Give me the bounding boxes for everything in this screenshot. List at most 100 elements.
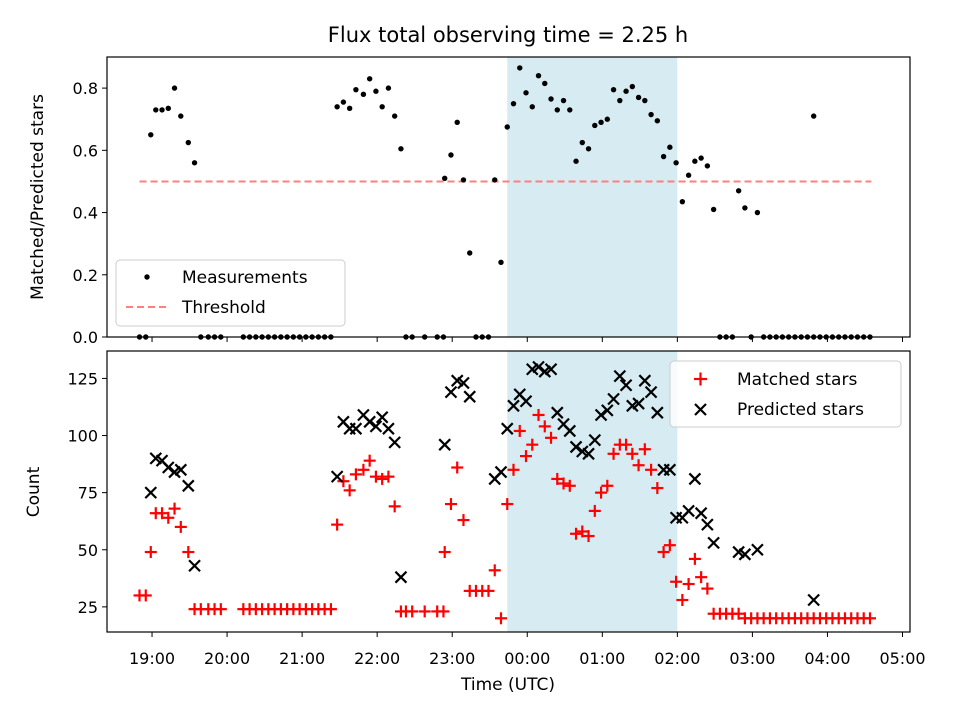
bottom-ytick-label: 50 [78, 541, 98, 560]
matched-star-point [688, 552, 701, 565]
matched-star-point [582, 530, 595, 543]
matched-star-point [695, 571, 708, 584]
matched-star-point [438, 546, 451, 559]
predicted-star-point [494, 465, 508, 479]
legend-label-matched: Matched stars [737, 370, 857, 390]
predicted-star-point [388, 436, 401, 449]
measurement-point [573, 158, 579, 164]
legend-label-threshold: Threshold [181, 298, 266, 318]
matched-star-point [645, 463, 658, 476]
measurement-point [353, 86, 359, 93]
bottom-ytick-label: 100 [67, 427, 98, 446]
matched-star-point [520, 450, 533, 463]
predicted-star-point [582, 447, 595, 461]
matched-star-point [363, 454, 376, 467]
legend-marker-measurements [144, 274, 150, 280]
matched-star-point [382, 470, 395, 483]
matched-star-point [526, 438, 539, 451]
matched-star-point [139, 589, 152, 602]
xtick-label: 00:00 [504, 649, 550, 668]
measurement-point [754, 209, 761, 216]
measurement-point [560, 97, 567, 104]
measurement-point [191, 160, 198, 166]
xtick-label: 02:00 [654, 649, 700, 668]
predicted-star-point [613, 369, 627, 383]
legend-label-predicted: Predicted stars [737, 400, 864, 420]
xtick-label: 01:00 [579, 649, 625, 668]
matched-star-point [701, 582, 714, 595]
predicted-star-point [144, 486, 158, 499]
predicted-star-point [632, 397, 645, 410]
xtick-label: 03:00 [729, 649, 775, 668]
measurement-point [698, 155, 704, 161]
count-panel: 25 50 75 100 125 19:00 20:00 21:00 22:00 23:00 00:… [24, 350, 926, 695]
measurement-point [385, 85, 392, 91]
matched-star-point [557, 477, 570, 490]
predicted-star-point [688, 472, 702, 486]
top-ytick-label: 0.2 [73, 266, 98, 285]
predicted-star-point [463, 390, 477, 403]
predicted-star-point [330, 470, 344, 483]
measurement-point [498, 259, 504, 266]
measurement-point [604, 116, 611, 122]
predicted-star-point [438, 438, 451, 451]
measurement-points [136, 65, 873, 340]
predicted-star-point [519, 394, 533, 408]
chart-title: Flux total observing time = 2.25 h [328, 23, 688, 47]
matched-star-point [545, 431, 558, 444]
measurement-point [159, 107, 165, 113]
matched-star-point [156, 507, 169, 520]
predicted-star-point [188, 559, 201, 573]
matched-star-point [376, 472, 389, 485]
measurement-point [185, 139, 192, 146]
measurement-point [366, 76, 373, 82]
measurement-point [517, 65, 523, 71]
matched-star-point [638, 443, 651, 456]
top-axis-ticks: 0.0 0.2 0.4 0.6 0.8 [73, 79, 903, 347]
measurement-point [448, 152, 454, 158]
top-ytick-label: 0.8 [73, 79, 98, 98]
measurement-point [617, 97, 623, 104]
predicted-star-point [619, 378, 633, 392]
measurement-point [642, 97, 648, 104]
measurement-point [629, 83, 636, 90]
measurement-point [523, 90, 529, 96]
measurement-point [679, 198, 686, 205]
measurement-point [704, 163, 711, 169]
matched-star-point [337, 475, 350, 488]
predicted-star-point [174, 463, 188, 477]
matched-star-point [349, 468, 362, 481]
measurement-point [492, 177, 498, 183]
measurement-point [654, 118, 661, 124]
measurement-point [710, 206, 717, 213]
measurement-point [673, 160, 679, 166]
predicted-star-point [363, 415, 376, 429]
measurement-point [391, 113, 398, 119]
measurement-point [623, 88, 629, 94]
measurement-point [373, 88, 379, 94]
measurement-point [648, 111, 654, 118]
measurement-point [810, 113, 817, 119]
measurement-point [535, 72, 542, 79]
measurement-point [667, 144, 673, 150]
predicted-stars-points [144, 360, 820, 607]
measurement-point [510, 100, 517, 107]
legend-marker-matched [694, 372, 707, 386]
measurement-point [504, 124, 510, 130]
predicted-star-point [500, 422, 514, 435]
matched-star-point [632, 459, 645, 472]
matched-star-point [174, 520, 187, 533]
bottom-axis-ticks: 25 50 75 100 125 19:00 20:00 21:00 22:00 23:00 00:… [67, 369, 925, 668]
matched-star-point [494, 612, 507, 625]
matched-star-point [162, 511, 175, 524]
bottom-highlight-span [507, 351, 678, 632]
measurement-point [340, 99, 347, 105]
xtick-label: 04:00 [804, 649, 850, 668]
matched-star-point [651, 482, 664, 495]
predicted-star-point [663, 463, 677, 477]
bottom-legend: Matched stars Predicted stars [669, 360, 902, 428]
matched-star-point [620, 438, 633, 451]
predicted-star-point [162, 461, 175, 474]
predicted-star-point [588, 433, 602, 447]
matched-star-point [601, 479, 614, 492]
